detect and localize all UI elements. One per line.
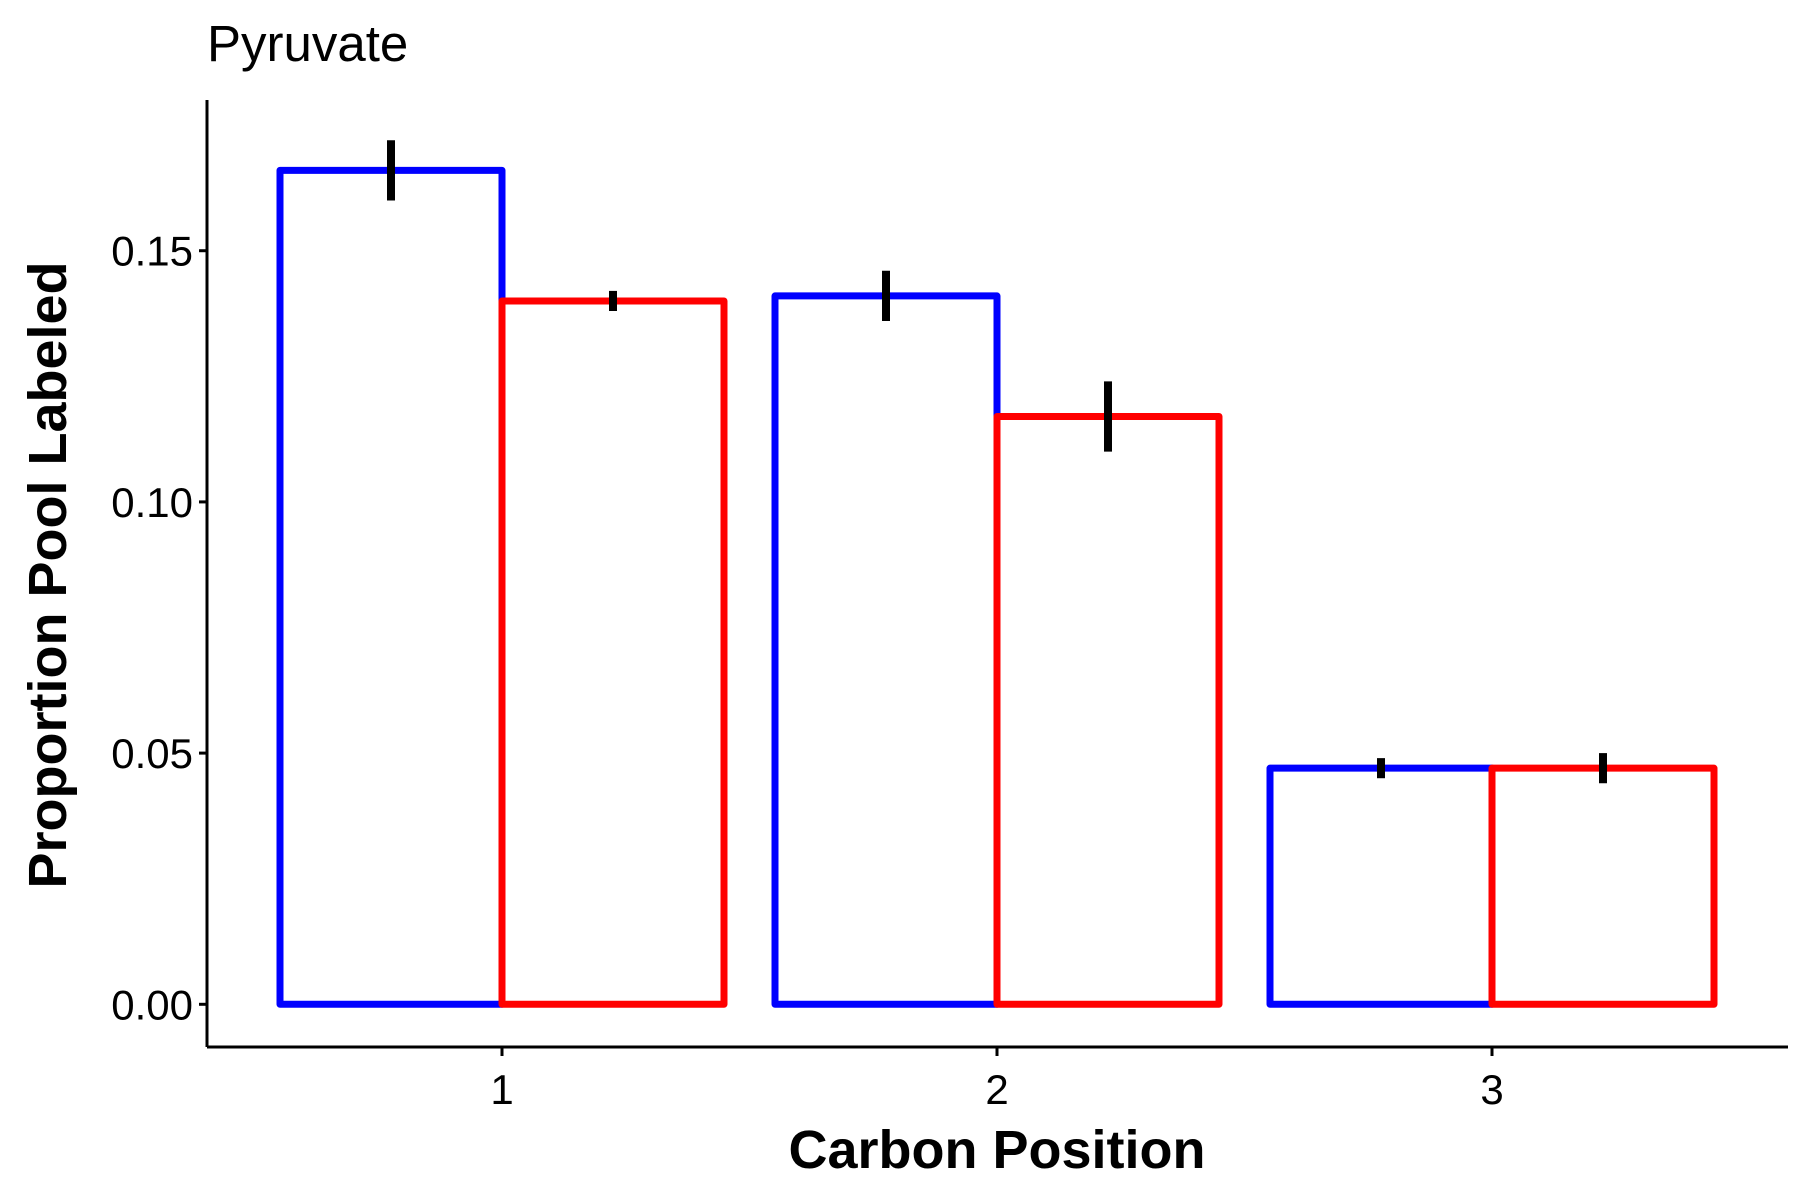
bar-series1-category-3 — [1266, 764, 1496, 1008]
chart-title: Pyruvate — [207, 15, 408, 72]
x-tick-label: 1 — [490, 1066, 513, 1113]
bar-series1-category-1 — [276, 166, 506, 1008]
bar-series2-category-3 — [1488, 764, 1718, 1008]
error-bars-layer — [387, 140, 1607, 784]
bar-series2-category-2 — [993, 413, 1223, 1008]
y-tick-label: 0.10 — [111, 479, 193, 526]
x-axis-title: Carbon Position — [789, 1120, 1206, 1180]
bar-series1-category-2 — [771, 292, 1001, 1008]
x-tick-label: 3 — [1480, 1066, 1503, 1113]
y-axis-title: Proportion Pool Labeled — [18, 261, 78, 888]
bar-series2-category-1 — [498, 297, 728, 1008]
y-axis-ticks: 0.00 0.05 0.10 0.15 — [111, 228, 207, 1028]
y-tick-label: 0.15 — [111, 228, 193, 275]
y-tick-label: 0.00 — [111, 981, 193, 1028]
x-axis-ticks: 1 2 3 — [490, 1047, 1504, 1113]
y-tick-label: 0.05 — [111, 730, 193, 777]
x-tick-label: 2 — [985, 1066, 1008, 1113]
bars-layer — [276, 166, 1718, 1008]
